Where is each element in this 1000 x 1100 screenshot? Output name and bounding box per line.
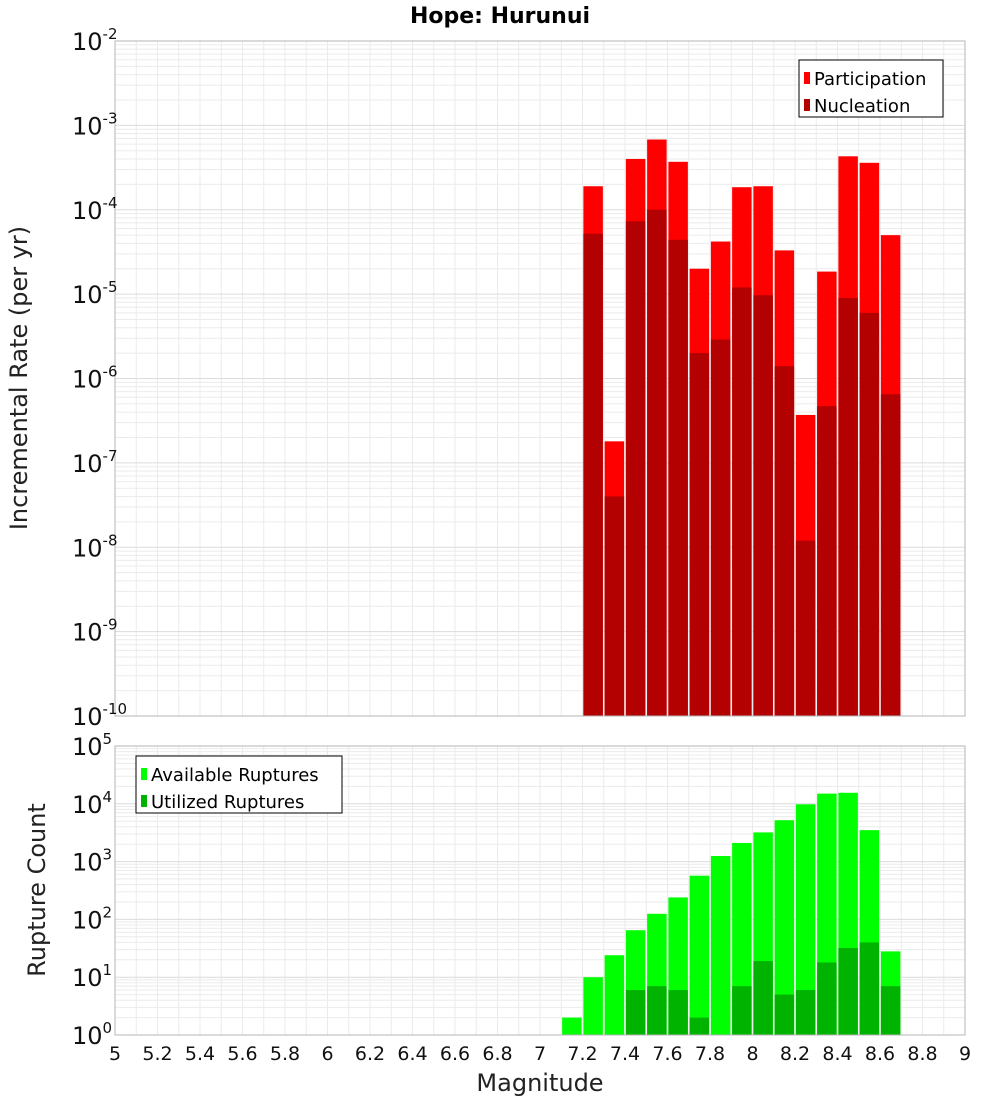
bar bbox=[562, 1017, 582, 1035]
y-tick-labels: 10-10 10-9 10-8 10-7 10-6 10-5 10-4 10-3 10-2 bbox=[72, 25, 127, 731]
x-tick-label: 6.6 bbox=[440, 1043, 470, 1065]
y-tick-label: 10-3 bbox=[72, 109, 118, 140]
x-tick-label: 7.2 bbox=[567, 1043, 597, 1065]
x-tick-label: 6.8 bbox=[482, 1043, 512, 1065]
bar bbox=[795, 804, 816, 1035]
bar bbox=[689, 1017, 710, 1035]
bottom-y-axis-label: Rupture Count bbox=[23, 803, 51, 977]
y-tick-label: 103 bbox=[72, 846, 112, 877]
bar bbox=[604, 496, 625, 716]
legend-label: Nucleation bbox=[814, 96, 910, 117]
series-2-bars bbox=[625, 942, 901, 1035]
bar bbox=[647, 986, 667, 1035]
x-tick-label: 7.6 bbox=[652, 1043, 682, 1065]
x-tick-label: 9 bbox=[959, 1043, 971, 1065]
bar bbox=[838, 297, 858, 716]
y-tick-label: 10-2 bbox=[72, 25, 118, 56]
bar bbox=[795, 990, 816, 1035]
x-tick-label: 8 bbox=[746, 1043, 758, 1065]
y-tick-label: 10-5 bbox=[72, 278, 118, 309]
bar bbox=[689, 875, 710, 1035]
legend-swatch bbox=[141, 768, 147, 780]
bar bbox=[774, 994, 795, 1035]
legend-label: Utilized Ruptures bbox=[151, 792, 304, 813]
legend-label: Participation bbox=[814, 69, 926, 90]
x-tick-label: 7.8 bbox=[695, 1043, 725, 1065]
bar bbox=[710, 339, 731, 716]
chart-title: Hope: Hurunui bbox=[410, 4, 590, 29]
x-tick-label: 6.2 bbox=[355, 1043, 385, 1065]
x-axis-label: Magnitude bbox=[476, 1069, 603, 1097]
x-tick-label: 6.4 bbox=[397, 1043, 427, 1065]
y-tick-label: 102 bbox=[72, 903, 112, 934]
bar bbox=[838, 948, 858, 1035]
bar bbox=[668, 239, 688, 716]
x-tick-label: 8.8 bbox=[907, 1043, 937, 1065]
y-tick-label: 104 bbox=[72, 788, 112, 819]
legend-swatch bbox=[804, 72, 810, 84]
bar bbox=[625, 990, 646, 1035]
bar bbox=[880, 394, 901, 716]
plot-frame bbox=[114, 40, 966, 717]
bar bbox=[647, 209, 667, 716]
x-tick-label: 5.8 bbox=[270, 1043, 300, 1065]
y-tick-label: 105 bbox=[72, 730, 112, 761]
y-tick-labels: 100 101 102 103 104 105 bbox=[72, 730, 112, 1050]
y-tick-label: 10-9 bbox=[72, 616, 118, 647]
grid-lines bbox=[114, 746, 966, 1036]
top-plot: 10-10 10-9 10-8 10-7 10-6 10-5 10-4 10-3 10-2 Par… bbox=[72, 25, 966, 731]
y-tick-label: 10-7 bbox=[72, 447, 118, 478]
y-tick-label: 100 bbox=[72, 1019, 112, 1050]
bar bbox=[583, 977, 603, 1035]
series-2-bars bbox=[583, 209, 901, 716]
bar bbox=[732, 287, 752, 716]
legend-box bbox=[135, 755, 343, 814]
y-tick-label: 10-10 bbox=[72, 700, 127, 731]
bar bbox=[795, 540, 816, 716]
legend: Available Ruptures Utilized Ruptures bbox=[135, 755, 343, 814]
legend-swatch bbox=[141, 795, 147, 807]
legend-swatch bbox=[804, 99, 810, 111]
x-tick-label: 6 bbox=[321, 1043, 333, 1065]
x-tick-label: 8.4 bbox=[822, 1043, 852, 1065]
x-tick-label: 5.2 bbox=[142, 1043, 172, 1065]
y-tick-label: 101 bbox=[72, 961, 112, 992]
bar bbox=[625, 221, 646, 716]
legend-box bbox=[798, 59, 944, 118]
x-tick-label: 7.4 bbox=[610, 1043, 640, 1065]
legend: Participation Nucleation bbox=[798, 59, 944, 118]
bar bbox=[880, 986, 901, 1035]
bar bbox=[668, 990, 688, 1035]
bar bbox=[774, 820, 795, 1035]
top-y-axis-label: Incremental Rate (per yr) bbox=[5, 226, 33, 530]
bar bbox=[817, 406, 837, 716]
bar bbox=[859, 312, 880, 716]
x-tick-label: 5.4 bbox=[185, 1043, 215, 1065]
grid-lines bbox=[114, 41, 966, 717]
bar bbox=[753, 295, 773, 716]
bar bbox=[753, 961, 773, 1035]
x-tick-label: 5 bbox=[109, 1043, 121, 1065]
y-tick-label: 10-4 bbox=[72, 194, 118, 225]
bar bbox=[583, 233, 603, 716]
x-tick-label: 5.6 bbox=[227, 1043, 257, 1065]
plot-frame bbox=[114, 745, 966, 1036]
x-tick-label: 8.6 bbox=[865, 1043, 895, 1065]
y-tick-label: 10-8 bbox=[72, 531, 118, 562]
bar bbox=[817, 962, 837, 1035]
bar bbox=[774, 366, 795, 716]
x-tick-label: 8.2 bbox=[780, 1043, 810, 1065]
bar bbox=[689, 353, 710, 716]
y-tick-label: 10-6 bbox=[72, 363, 118, 394]
bar bbox=[732, 986, 752, 1035]
x-tick-labels: 5 5.2 5.4 5.6 5.8 6 6.2 6.4 6.6 6.8 7 7.2 7.4 7.6 7.8 8… bbox=[109, 1043, 971, 1065]
legend-label: Available Ruptures bbox=[151, 765, 319, 786]
bar bbox=[710, 855, 731, 1035]
bottom-plot: 100 101 102 103 104 105 5 5.2 5.4 5.6 5.8 6 6.2 6.4 6.… bbox=[72, 730, 971, 1065]
bar bbox=[604, 955, 625, 1035]
x-tick-label: 7 bbox=[534, 1043, 546, 1065]
bar bbox=[859, 942, 880, 1035]
